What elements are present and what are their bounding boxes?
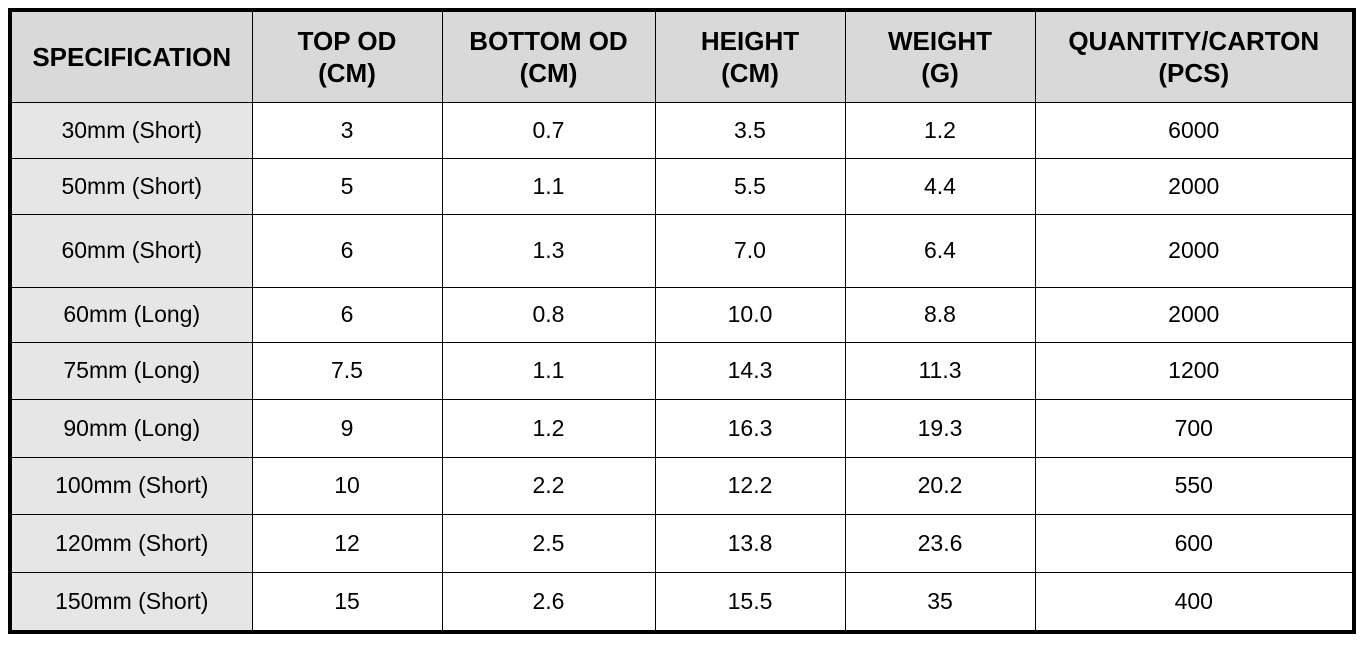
value-cell: 9 [251,398,443,458]
spec-cell: 60mm (Long) [9,286,253,343]
value-cell: 2.6 [441,571,656,633]
value-cell: 0.7 [441,101,656,159]
value-cell: 11.3 [844,341,1036,400]
value-cell: 35 [844,571,1036,633]
header-text: (CM) [318,57,376,88]
value-cell: 15 [251,571,443,633]
value-cell: 1.1 [441,341,656,400]
spec-cell: 30mm (Short) [9,101,253,159]
value-cell: 10.0 [654,286,846,343]
value-cell: 600 [1034,513,1355,573]
header-text: BOTTOM OD [469,25,628,56]
value-cell: 4.4 [844,157,1036,215]
value-cell: 1.3 [441,213,656,288]
value-cell: 2.5 [441,513,656,573]
header-text: TOP OD [297,25,397,56]
table-row: 50mm (Short) 5 1.1 5.5 4.4 2000 [9,157,1355,215]
header-text: (CM) [519,57,578,88]
header-text: HEIGHT [700,25,800,56]
value-cell: 14.3 [654,341,846,400]
spec-cell: 75mm (Long) [9,341,253,400]
value-cell: 5 [251,157,443,215]
value-cell: 3 [251,101,443,159]
value-cell: 8.8 [844,286,1036,343]
header-cell: TOP OD (CM) [251,9,443,103]
spec-cell: 100mm (Short) [9,456,253,515]
header-text: QUANTITY/CARTON [1068,25,1320,56]
value-cell: 2.2 [441,456,656,515]
spec-cell: 120mm (Short) [9,513,253,573]
spec-cell: 90mm (Long) [9,398,253,458]
header-text: WEIGHT [888,25,992,56]
value-cell: 15.5 [654,571,846,633]
value-cell: 10 [251,456,443,515]
header-row: SPECIFICATION TOP OD (CM) BOTTOM OD (CM) HEIG… [9,9,1355,103]
value-cell: 2000 [1034,286,1355,343]
value-cell: 13.8 [654,513,846,573]
value-cell: 16.3 [654,398,846,458]
header-cell: HEIGHT (CM) [654,9,846,103]
value-cell: 2000 [1034,157,1355,215]
header-text: (G) [921,57,959,88]
spec-cell: 60mm (Short) [9,213,253,288]
table-row: 60mm (Short) 6 1.3 7.0 6.4 2000 [9,213,1355,288]
value-cell: 5.5 [654,157,846,215]
header-cell: WEIGHT (G) [844,9,1036,103]
header-cell: QUANTITY/CARTON (PCS) [1034,9,1355,103]
table-row: 90mm (Long) 9 1.2 16.3 19.3 700 [9,398,1355,458]
header-text: (PCS) [1158,57,1230,88]
table-row: 75mm (Long) 7.5 1.1 14.3 11.3 1200 [9,341,1355,400]
value-cell: 6.4 [844,213,1036,288]
value-cell: 1.1 [441,157,656,215]
table-row: 60mm (Long) 6 0.8 10.0 8.8 2000 [9,286,1355,343]
spec-table: SPECIFICATION TOP OD (CM) BOTTOM OD (CM) HEIG… [8,8,1356,634]
value-cell: 12 [251,513,443,573]
value-cell: 12.2 [654,456,846,515]
table-row: 100mm (Short) 10 2.2 12.2 20.2 550 [9,456,1355,515]
value-cell: 3.5 [654,101,846,159]
table-row: 30mm (Short) 3 0.7 3.5 1.2 6000 [9,101,1355,159]
value-cell: 700 [1034,398,1355,458]
value-cell: 0.8 [441,286,656,343]
value-cell: 23.6 [844,513,1036,573]
value-cell: 2000 [1034,213,1355,288]
value-cell: 1200 [1034,341,1355,400]
value-cell: 6 [251,213,443,288]
value-cell: 7.0 [654,213,846,288]
value-cell: 550 [1034,456,1355,515]
header-text: (CM) [721,57,779,88]
header-cell: SPECIFICATION [9,9,253,103]
value-cell: 7.5 [251,341,443,400]
table-row: 120mm (Short) 12 2.5 13.8 23.6 600 [9,513,1355,573]
value-cell: 19.3 [844,398,1036,458]
value-cell: 20.2 [844,456,1036,515]
value-cell: 400 [1034,571,1355,633]
value-cell: 1.2 [441,398,656,458]
value-cell: 6000 [1034,101,1355,159]
spec-cell: 50mm (Short) [9,157,253,215]
table-row: 150mm (Short) 15 2.6 15.5 35 400 [9,571,1355,633]
value-cell: 6 [251,286,443,343]
value-cell: 1.2 [844,101,1036,159]
header-text: SPECIFICATION [32,41,232,72]
spec-cell: 150mm (Short) [9,571,253,633]
header-cell: BOTTOM OD (CM) [441,9,656,103]
